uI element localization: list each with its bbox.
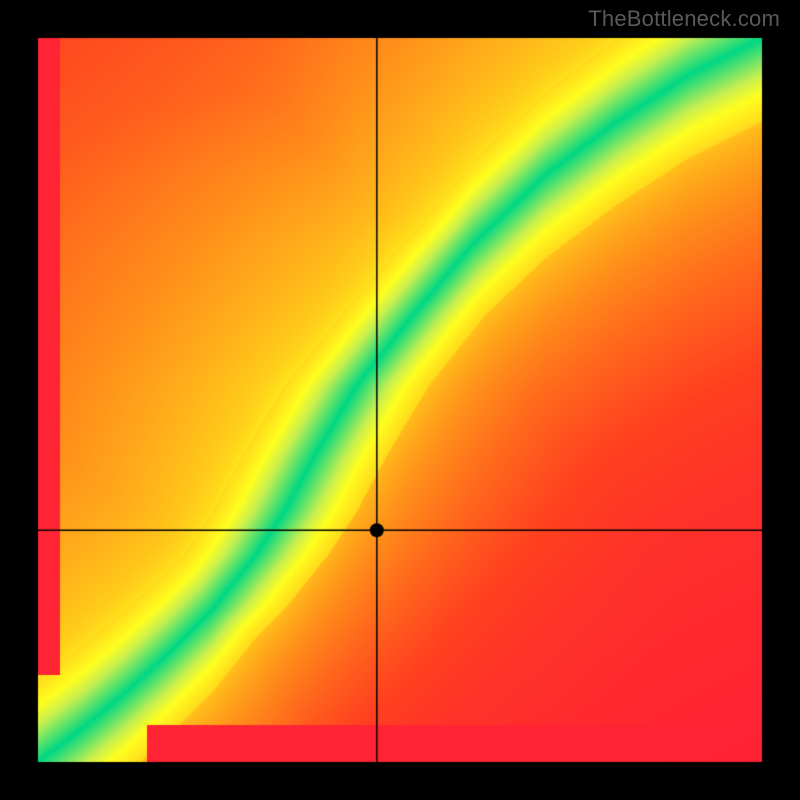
watermark-text: TheBottleneck.com bbox=[588, 6, 780, 32]
chart-container: TheBottleneck.com bbox=[0, 0, 800, 800]
heatmap-canvas bbox=[0, 0, 800, 800]
